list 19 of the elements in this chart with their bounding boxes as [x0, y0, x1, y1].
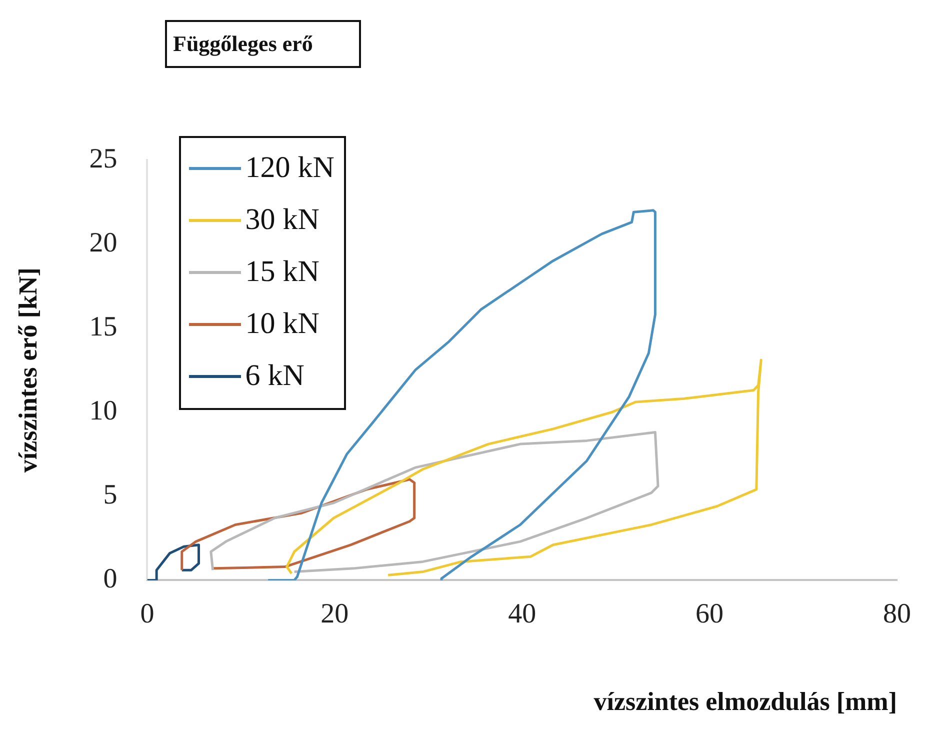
y-tick-label: 15	[89, 311, 118, 342]
x-tick-label: 60	[696, 598, 724, 630]
y-tick-label: 10	[89, 395, 118, 426]
y-tick-label: 25	[89, 143, 118, 174]
y-tick-label: 0	[103, 564, 118, 595]
y-tick-label: 5	[103, 480, 118, 511]
legend-label: 6 kN	[245, 359, 304, 393]
x-tick-label: 40	[508, 598, 536, 630]
legend-label: 15 kN	[245, 255, 320, 289]
legend-label: 10 kN	[245, 307, 320, 341]
x-axis-title: vízszintes elmozdulás [mm]	[594, 687, 897, 716]
y-axis-title: vízszintes erő [kN]	[13, 268, 42, 473]
legend-title: Függőleges erő	[165, 20, 361, 68]
x-tick-label: 80	[883, 598, 911, 630]
y-tick-label: 20	[89, 227, 118, 258]
legend-label: 30 kN	[245, 203, 320, 237]
legend-label: 120 kN	[245, 151, 334, 185]
x-tick-label: 20	[320, 598, 349, 630]
x-tick-label: 0	[140, 598, 154, 630]
